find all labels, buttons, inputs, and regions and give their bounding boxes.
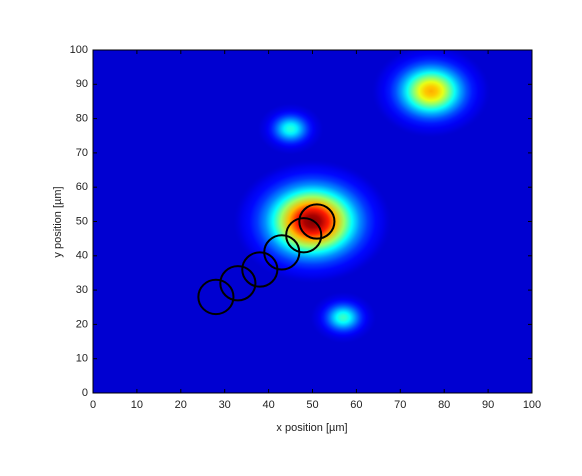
y-tick-label: 20 (76, 318, 88, 330)
y-tick-label: 70 (76, 147, 88, 159)
x-axis-label: x position [µm] (276, 422, 347, 434)
x-tick-label: 60 (350, 399, 362, 411)
x-tick-label: 30 (219, 399, 231, 411)
x-tick-label: 100 (523, 399, 541, 411)
heatmap (197, 50, 491, 344)
y-tick-label: 50 (76, 215, 88, 227)
x-tick-label: 0 (90, 399, 96, 411)
y-tick-label: 100 (70, 44, 88, 56)
y-tick-label: 0 (82, 387, 88, 399)
plot-area (92, 49, 533, 394)
x-tick-label: 50 (306, 399, 318, 411)
y-tick-label: 10 (76, 353, 88, 365)
ellipse (219, 265, 257, 302)
y-tick-label: 60 (76, 181, 88, 193)
peak (233, 159, 392, 284)
x-tick-label: 80 (438, 399, 450, 411)
y-axis-label: y position [µm] (52, 186, 64, 257)
x-tick-label: 40 (262, 399, 274, 411)
y-tick-label: 30 (76, 284, 88, 296)
x-tick-label: 20 (175, 399, 187, 411)
ellipse (298, 203, 336, 240)
x-tick-label: 70 (394, 399, 406, 411)
peak (310, 291, 377, 344)
y-tick-label: 80 (76, 113, 88, 125)
peak (371, 50, 491, 138)
y-tick-label: 40 (76, 250, 88, 262)
peak (257, 103, 324, 155)
ellipse (197, 278, 235, 316)
x-tick-label: 90 (482, 399, 494, 411)
x-tick-label: 10 (131, 399, 143, 411)
y-tick-label: 90 (76, 78, 88, 90)
ellipse (285, 217, 323, 254)
